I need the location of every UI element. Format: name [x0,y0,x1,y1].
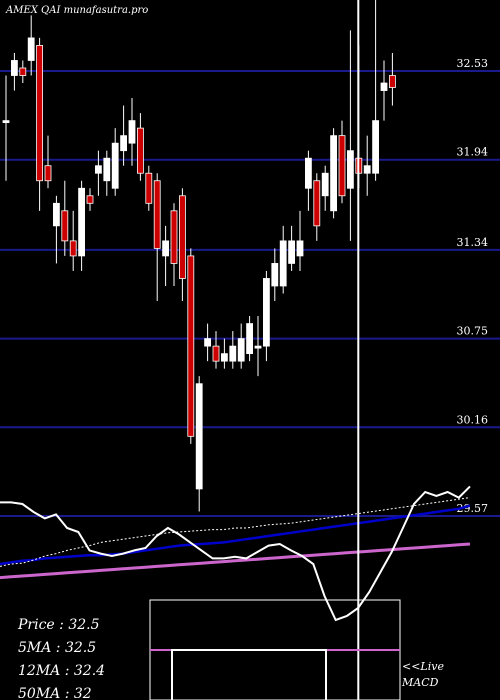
candle-body [95,165,102,174]
candle-body [78,187,85,257]
candle-body [27,37,35,61]
y-tick-label: 29.57 [457,502,489,515]
candle-body [111,142,119,189]
candle-body [313,180,321,227]
ma-slow-line [0,542,471,580]
candle-body [229,345,237,362]
chart-title: AMEX QAI munafasutra.pro [5,5,148,16]
macd-panel [149,599,401,700]
macd-label-2: MACD [401,676,439,689]
legend-5ma: 5MA : 32.5 [18,640,96,656]
candle-body [220,353,228,362]
y-tick-label: 30.75 [457,325,489,338]
candle-body [212,345,220,362]
candle-body [136,127,144,174]
y-tick-label: 31.94 [457,146,489,159]
ma-fast-line [0,497,471,567]
candle-body [19,67,27,76]
legend-price: Price : 32.5 [17,617,100,633]
candle-body [178,195,186,279]
candle-body [187,255,195,437]
candle-body [86,195,94,204]
candle-body [321,172,329,197]
candle-body [61,210,69,242]
y-tick-labels: 32.53 31.94 31.34 30.75 30.16 29.57 [457,57,489,515]
candle-body [53,202,60,227]
moving-average-lines [0,485,471,622]
candle-body [170,210,178,264]
candle-body [10,60,18,76]
candle-body [254,345,262,349]
candle-body [195,383,203,490]
candle-body [69,240,77,257]
candle-body [330,135,338,212]
candle-body [103,157,111,182]
candle-body [153,180,161,249]
candle-body [44,165,52,182]
grid-lines [0,70,500,517]
candle-body [2,120,10,124]
candle-body [279,240,287,287]
candle-body [296,240,304,257]
y-tick-label: 31.34 [457,236,489,249]
legend-12ma: 12MA : 32.4 [18,663,105,679]
ma-mid-line [0,504,471,566]
legend-50ma: 50MA : 32 [18,686,92,700]
macd-label-1: <<Live [402,660,444,673]
candle-body [338,135,346,197]
candle-body [363,165,371,174]
candle-body [162,240,170,257]
candle-body [36,45,43,182]
macd-histogram [171,649,327,700]
candle-body [237,338,245,362]
candles [2,0,396,512]
candle-body [204,338,212,347]
candle-body [128,120,136,144]
candle-body [372,120,380,174]
candle-body [246,323,254,355]
candle-body [145,172,153,204]
candle-body [380,82,388,91]
candle-body [346,150,354,189]
y-tick-label: 30.16 [457,413,489,426]
candle-body [388,75,396,88]
candle-body [288,240,296,264]
y-tick-label: 32.53 [457,57,489,70]
candle-body [304,157,312,189]
price-line [0,485,471,622]
candle-body [262,278,270,347]
candle-body [120,135,127,152]
candle-body [271,263,279,287]
